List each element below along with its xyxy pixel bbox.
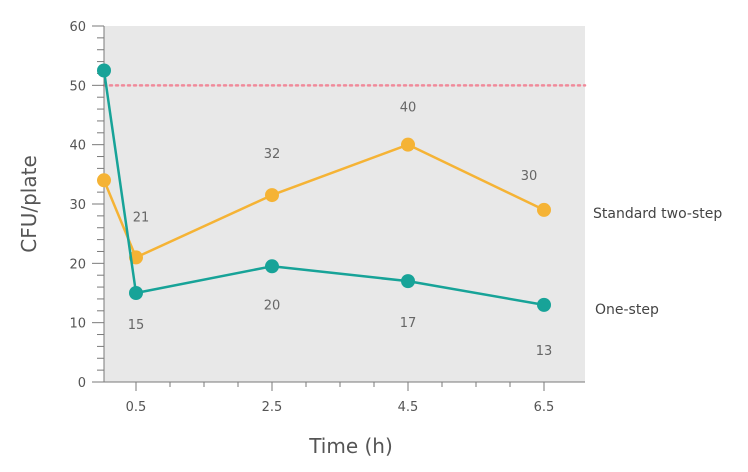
data-label: 20 (264, 298, 281, 313)
x-tick-label: 2.5 (262, 400, 283, 415)
y-axis-title: CFU/plate (17, 155, 41, 253)
y-tick-label: 60 (69, 20, 86, 35)
x-tick-label: 0.5 (126, 400, 147, 415)
y-tick-label: 0 (78, 376, 86, 391)
data-label: 32 (264, 147, 281, 162)
data-point (401, 274, 415, 289)
data-label: 17 (400, 316, 417, 331)
data-label: 15 (128, 318, 145, 333)
data-label: 40 (400, 101, 417, 116)
y-tick-label: 40 (69, 139, 86, 154)
data-label: 21 (133, 210, 150, 225)
data-point (97, 63, 111, 78)
data-point (537, 202, 551, 217)
data-point (265, 259, 279, 274)
y-tick-label: 20 (69, 257, 86, 272)
y-tick-label: 30 (69, 198, 86, 213)
plot-background (104, 26, 585, 382)
data-label: 13 (536, 344, 553, 359)
data-point (97, 173, 111, 188)
series-label: Standard two-step (593, 206, 722, 222)
data-point (265, 188, 279, 203)
series-label: One-step (595, 302, 659, 318)
x-axis-title: Time (h) (308, 434, 393, 458)
data-point (401, 137, 415, 152)
data-point (537, 297, 551, 312)
x-tick-label: 6.5 (534, 400, 555, 415)
y-tick-label: 50 (69, 79, 86, 94)
y-tick-label: 10 (69, 317, 86, 332)
data-label: 30 (521, 169, 538, 184)
data-point (129, 286, 143, 300)
x-tick-label: 4.5 (398, 400, 419, 415)
